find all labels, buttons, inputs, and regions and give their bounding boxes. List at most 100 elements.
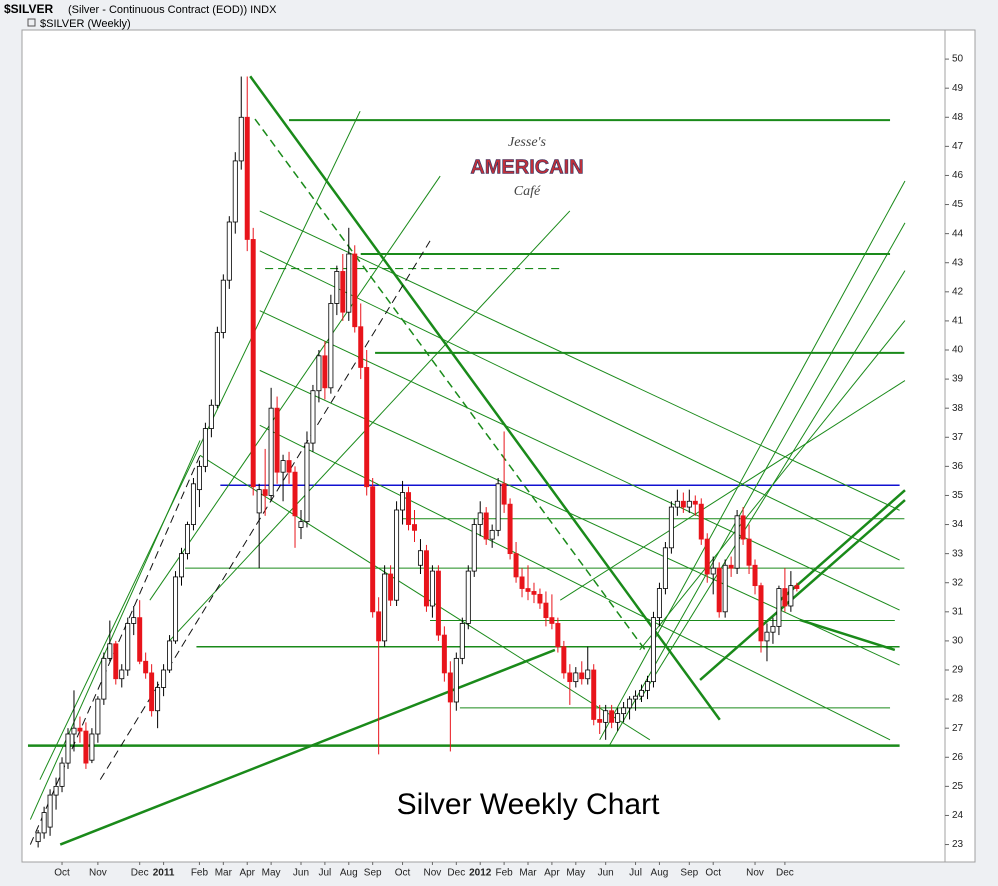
y-tick-label: 39 xyxy=(952,374,964,385)
candle-body xyxy=(674,500,680,508)
x-tick-label: 2012 xyxy=(469,868,492,879)
trendline xyxy=(259,250,900,561)
y-tick-label: 24 xyxy=(952,810,964,821)
candle-body xyxy=(770,625,776,633)
candle-body xyxy=(650,617,656,683)
x-tick-label: Jul xyxy=(318,868,331,879)
y-tick-label: 40 xyxy=(952,345,964,356)
candle-body xyxy=(776,588,782,627)
y-tick-label: 27 xyxy=(952,723,964,734)
candle-body xyxy=(764,631,770,642)
legend-icon xyxy=(27,18,36,27)
candle-body xyxy=(728,564,734,569)
candle-body xyxy=(400,492,406,511)
candle-body xyxy=(495,483,501,531)
candle-body xyxy=(531,591,537,595)
candle-body xyxy=(543,602,549,619)
candle-body xyxy=(190,483,196,525)
candle-body xyxy=(274,407,280,473)
candle-body xyxy=(77,727,83,732)
candle-body xyxy=(549,617,555,624)
candle-body xyxy=(704,538,710,575)
candle-body xyxy=(412,524,417,531)
candle-body xyxy=(429,570,435,607)
candle-body xyxy=(173,576,179,642)
candle-body xyxy=(65,733,71,764)
trendline xyxy=(599,180,906,741)
logo-bottom: Café xyxy=(514,184,541,199)
candle-body xyxy=(477,512,483,525)
candle-body xyxy=(537,593,543,604)
candle-body xyxy=(119,669,125,680)
candle-body xyxy=(89,733,95,761)
candle-body xyxy=(752,564,758,587)
y-tick-label: 31 xyxy=(952,606,964,617)
trendline xyxy=(609,222,906,746)
trendline xyxy=(169,210,571,641)
candle-body xyxy=(208,404,214,429)
y-tick-label: 26 xyxy=(952,752,964,763)
candles xyxy=(35,76,800,848)
y-axis-strip xyxy=(944,29,976,863)
candle-body xyxy=(101,657,107,700)
x-tick-label: Jun xyxy=(293,868,309,879)
y-tick-label: 45 xyxy=(952,199,964,210)
trendline xyxy=(779,489,906,602)
y-tick-label: 44 xyxy=(952,228,964,239)
candle-body xyxy=(328,303,334,389)
candle-body xyxy=(334,271,340,304)
candle-body xyxy=(716,567,722,613)
logo-top: Jesse's xyxy=(508,135,547,150)
candle-body xyxy=(250,239,256,488)
candle-body xyxy=(388,573,394,601)
trendline xyxy=(254,118,646,651)
candle-body xyxy=(316,355,322,392)
candle-body xyxy=(346,253,352,313)
trendline xyxy=(699,499,906,681)
candle-body xyxy=(53,785,59,796)
x-tick-label: Sep xyxy=(680,868,698,879)
candle-body xyxy=(35,832,41,843)
y-tick-label: 36 xyxy=(952,461,964,472)
trendline xyxy=(259,210,900,511)
candle-body xyxy=(519,576,525,589)
candle-body xyxy=(352,253,358,328)
candle-body xyxy=(591,669,597,720)
candle-body xyxy=(310,390,316,444)
y-tick-label: 50 xyxy=(952,54,964,65)
y-tick-label: 43 xyxy=(952,257,964,268)
x-tick-label: Dec xyxy=(131,868,149,879)
candle-body xyxy=(155,687,161,712)
x-tick-label: Feb xyxy=(191,868,209,879)
candle-body xyxy=(220,279,226,333)
candle-body xyxy=(256,489,262,514)
candle-body xyxy=(740,515,746,540)
candle-body xyxy=(615,713,621,723)
candle-body xyxy=(734,515,740,569)
candle-body xyxy=(686,500,692,508)
y-tick-label: 30 xyxy=(952,636,964,647)
candle-body xyxy=(644,681,650,691)
candle-body xyxy=(364,367,370,488)
trendline xyxy=(149,175,441,601)
y-tick-label: 41 xyxy=(952,316,964,327)
x-tick-label: Apr xyxy=(544,868,560,879)
candle-body xyxy=(597,719,603,723)
x-tick-label: Oct xyxy=(54,868,70,879)
x-tick-label: 2011 xyxy=(153,868,175,879)
candle-body xyxy=(489,529,495,540)
trendline xyxy=(39,110,361,780)
candle-body xyxy=(107,643,113,659)
candle-body xyxy=(788,585,794,607)
trendline xyxy=(639,320,906,651)
candle-body xyxy=(95,698,101,735)
y-tick-label: 28 xyxy=(952,694,964,705)
candle-body xyxy=(298,521,304,528)
x-tick-label: Dec xyxy=(447,868,465,879)
candle-body xyxy=(304,442,310,523)
candle-body xyxy=(441,634,447,674)
y-tick-label: 32 xyxy=(952,577,964,588)
y-tick-label: 37 xyxy=(952,432,964,443)
candle-body xyxy=(662,547,668,589)
